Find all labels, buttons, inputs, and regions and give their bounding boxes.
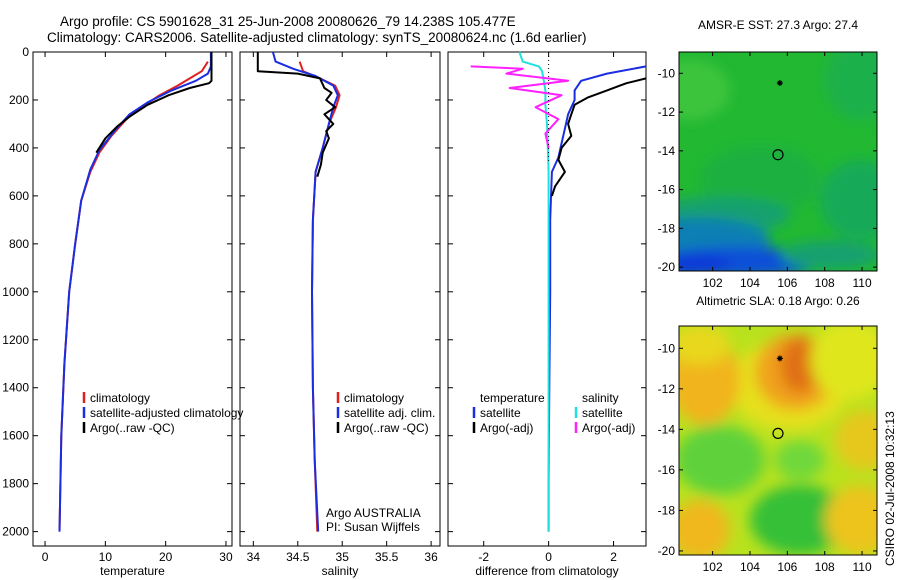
series-line-difference-temperature-satellite bbox=[547, 65, 647, 532]
difference-xlabel: difference from climatology bbox=[475, 564, 618, 578]
sla_map-frame bbox=[678, 325, 878, 556]
depth-tick-label: 600 bbox=[9, 189, 29, 203]
salinity-xtick-label: 35.5 bbox=[375, 550, 399, 564]
sla_map-argo-position-marker bbox=[772, 427, 784, 440]
sst_map-ytick-label: -20 bbox=[658, 260, 676, 274]
difference-legend-entry: satellite bbox=[480, 406, 521, 420]
series-line-difference-salinity-argo bbox=[470, 65, 570, 149]
sst_map-ytick-label: -10 bbox=[658, 66, 676, 80]
sla_map-ytick-label: -18 bbox=[658, 503, 676, 517]
depth-tick-label: 400 bbox=[9, 141, 29, 155]
depth-tick-label: 1600 bbox=[2, 429, 29, 443]
series-line-temperature-satellite bbox=[58, 52, 212, 532]
salinity-legend-entry: Argo(..raw -QC) bbox=[344, 421, 429, 435]
salinity-xtick-label: 36 bbox=[424, 550, 438, 564]
depth-tick-label: 0 bbox=[22, 45, 29, 59]
salinity-legend-entry: climatology bbox=[344, 391, 404, 405]
temperature-legend-entry: Argo(..raw -QC) bbox=[90, 421, 175, 435]
temperature-frame bbox=[32, 51, 233, 547]
temperature-xtick-label: 20 bbox=[159, 550, 173, 564]
salinity-frame bbox=[239, 51, 441, 547]
difference-frame bbox=[447, 51, 647, 547]
series-line-temperature-argo bbox=[95, 52, 213, 154]
depth-tick-label: 2000 bbox=[2, 525, 29, 539]
sla_map-ytick-label: -16 bbox=[658, 463, 676, 477]
sla_map-xtick-label: 104 bbox=[740, 560, 760, 574]
sst_map-ytick-label: -14 bbox=[658, 144, 676, 158]
difference-legend-entry: Argo(-adj) bbox=[480, 421, 533, 435]
sla_map-title: Altimetric SLA: 0.18 Argo: 0.26 bbox=[696, 294, 860, 308]
sla_map-ytick-label: -20 bbox=[658, 544, 676, 558]
temperature-xtick-label: 30 bbox=[219, 550, 233, 564]
salinity-annotation: Argo AUSTRALIA bbox=[326, 506, 421, 520]
difference-legend-entry: Argo(-adj) bbox=[582, 421, 635, 435]
series-line-salinity-satellite bbox=[271, 51, 339, 532]
series-line-difference-salinity-satellite bbox=[518, 51, 550, 532]
sst_map-xtick-label: 106 bbox=[777, 276, 797, 290]
sst_map-frame bbox=[678, 51, 878, 272]
depth-tick-label: 800 bbox=[9, 237, 29, 251]
temperature-legend-entry: climatology bbox=[90, 391, 150, 405]
depth-tick-label: 1800 bbox=[2, 477, 29, 491]
salinity-xtick-label: 34 bbox=[247, 550, 261, 564]
sla_map-xtick-label: 102 bbox=[703, 560, 723, 574]
sst_map-star-marker bbox=[776, 80, 783, 87]
salinity-xtick-label: 35 bbox=[336, 550, 350, 564]
difference-legend-heading-temperature: temperature bbox=[480, 391, 545, 405]
difference-legend-heading-salinity: salinity bbox=[582, 391, 619, 405]
difference-xtick-label: 0 bbox=[545, 550, 552, 564]
sla_map-xtick-label: 110 bbox=[852, 560, 871, 574]
temperature-legend-entry: satellite-adjusted climatology bbox=[90, 406, 243, 420]
temperature-xtick-label: 0 bbox=[42, 550, 49, 564]
depth-tick-label: 1200 bbox=[2, 333, 29, 347]
sla-heatmap bbox=[679, 326, 877, 555]
temperature-xtick-label: 10 bbox=[99, 550, 113, 564]
timestamp-label: CSIRO 02-Jul-2008 10:32:13 bbox=[883, 411, 897, 566]
salinity-xlabel: salinity bbox=[322, 564, 359, 578]
sla_map-ytick-label: -14 bbox=[658, 422, 676, 436]
header-line-1: Argo profile: CS 5901628_31 25-Jun-2008 … bbox=[60, 14, 516, 29]
series-line-salinity-argo bbox=[256, 52, 337, 177]
sla_map-xtick-label: 108 bbox=[815, 560, 835, 574]
depth-tick-label: 1000 bbox=[2, 285, 29, 299]
sst-heatmap bbox=[679, 52, 877, 271]
sla_map-ytick-label: -12 bbox=[658, 382, 676, 396]
salinity-xtick-label: 34.5 bbox=[286, 550, 310, 564]
salinity-legend-entry: satellite adj. clim. bbox=[344, 406, 435, 420]
sst_map-xtick-label: 102 bbox=[703, 276, 723, 290]
difference-xtick-label: -2 bbox=[478, 550, 489, 564]
sla_map-xtick-label: 106 bbox=[777, 560, 797, 574]
depth-tick-label: 1400 bbox=[2, 381, 29, 395]
sst_map-xtick-label: 110 bbox=[852, 276, 871, 290]
sla_map-ytick-label: -10 bbox=[658, 341, 676, 355]
header-line-2: Climatology: CARS2006. Satellite-adjuste… bbox=[47, 30, 587, 45]
depth-tick-label: 200 bbox=[9, 93, 29, 107]
difference-legend-entry: satellite bbox=[582, 406, 623, 420]
series-line-salinity-climatology bbox=[298, 61, 341, 532]
sst_map-ytick-label: -18 bbox=[658, 221, 676, 235]
series-line-temperature-climatology bbox=[58, 61, 209, 532]
sst_map-title: AMSR-E SST: 27.3 Argo: 27.4 bbox=[698, 18, 858, 32]
salinity-annotation: PI: Susan Wijffels bbox=[326, 520, 420, 534]
sla_map-star-marker bbox=[776, 355, 783, 362]
sst_map-ytick-label: -12 bbox=[658, 105, 676, 119]
sst_map-xtick-label: 104 bbox=[740, 276, 760, 290]
sst_map-argo-position-marker bbox=[772, 149, 784, 161]
series-line-difference-temperature-argo bbox=[550, 77, 647, 197]
temperature-xlabel: temperature bbox=[100, 564, 165, 578]
sst_map-xtick-label: 108 bbox=[815, 276, 835, 290]
sst_map-ytick-label: -16 bbox=[658, 183, 676, 197]
difference-xtick-label: 2 bbox=[610, 550, 617, 564]
